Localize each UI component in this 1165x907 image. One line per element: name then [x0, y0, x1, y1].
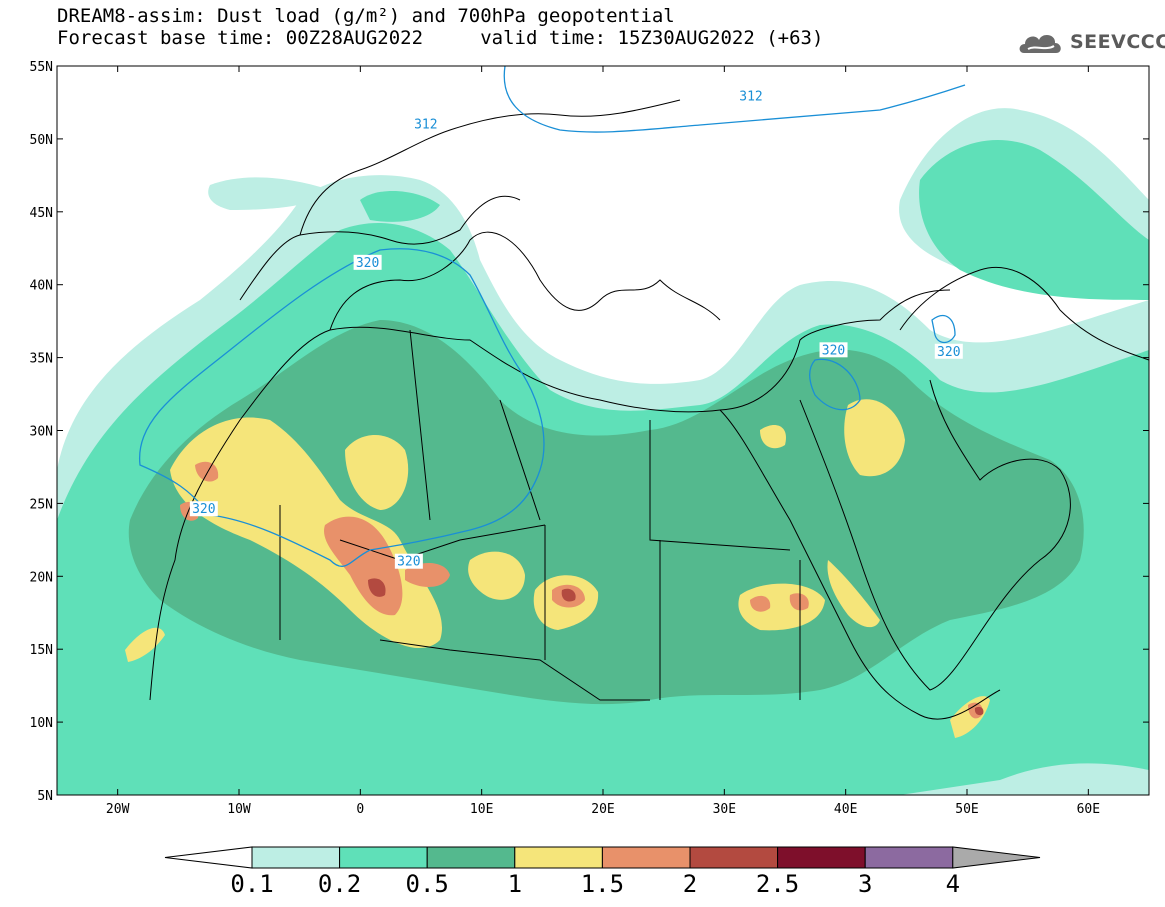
lon-tick-label: 50E	[955, 802, 978, 817]
lat-tick-label: 50N	[30, 133, 53, 148]
contour-label: 320	[356, 256, 379, 271]
lat-tick-label: 55N	[30, 60, 53, 75]
colorbar-swatch	[339, 846, 428, 869]
contour-label: 320	[937, 345, 960, 360]
contour-label-bg	[737, 88, 766, 104]
colorbar-label: 2	[683, 870, 697, 898]
colorbar-label: 3	[858, 870, 872, 898]
dust-layer-2	[368, 578, 984, 716]
contour-label: 312	[739, 90, 762, 105]
colorbar-label: 0.5	[406, 870, 449, 898]
geopotential-contours	[139, 66, 966, 567]
logo-text: SEEVCCC	[1070, 31, 1165, 53]
lat-tick-label: 5N	[37, 789, 53, 804]
lon-tick-label: 60E	[1077, 802, 1100, 817]
colorbar-swatch	[689, 846, 779, 869]
lon-tick-label: 40E	[834, 802, 857, 817]
colorbar-swatch	[514, 846, 603, 869]
lon-tick-label: 20E	[591, 802, 614, 817]
longitude-axis: 20W 10W 0 10E 20E 30E 40E 50E 60E	[106, 66, 1100, 817]
colorbar-swatch	[251, 846, 341, 869]
contour-label: 312	[414, 117, 437, 132]
colorbar-swatch	[864, 846, 954, 869]
lon-tick-label: 30E	[713, 802, 736, 817]
latitude-axis: 55N 50N 45N 40N 35N 30N 25N 20N 15N 10N 5N	[30, 60, 1149, 804]
lat-tick-label: 35N	[30, 352, 53, 367]
lat-tick-label: 20N	[30, 570, 53, 585]
contour-label: 320	[397, 555, 420, 570]
lat-tick-label: 25N	[30, 497, 53, 512]
contour-labels: 312 312 320 320 320 320 320	[189, 88, 963, 570]
lat-tick-label: 10N	[30, 716, 53, 731]
colorbar-under-arrow	[164, 846, 253, 869]
map-title: DREAM8-assim: Dust load (g/m²) and 700hP…	[57, 5, 675, 27]
colorbar-label: 1.5	[581, 870, 624, 898]
seevccc-logo: SEEVCCC	[1016, 26, 1165, 58]
lat-tick-label: 30N	[30, 425, 53, 440]
lon-tick-label: 20W	[106, 802, 130, 817]
colorbar-label: 4	[946, 870, 960, 898]
colorbar-label: 1	[508, 870, 522, 898]
contour-label-bg	[189, 501, 218, 517]
map-subtitle: Forecast base time: 00Z28AUG2022 valid t…	[57, 27, 824, 49]
lon-tick-label: 10W	[227, 802, 251, 817]
colorbar-label: 2.5	[756, 870, 799, 898]
lon-tick-label: 0	[356, 802, 364, 817]
contour-label-bg	[934, 343, 963, 359]
contour-label: 320	[192, 502, 215, 517]
colorbar-over-arrow	[952, 846, 1041, 869]
colorbar-label: 0.2	[318, 870, 361, 898]
cloud-logo-icon	[1019, 34, 1061, 53]
lat-tick-label: 45N	[30, 206, 53, 221]
contour-label-bg	[353, 254, 382, 270]
contour-label: 320	[822, 343, 845, 358]
colorbar-swatch	[601, 846, 691, 869]
lat-tick-label: 15N	[30, 643, 53, 658]
lat-tick-label: 40N	[30, 279, 53, 294]
contour-label-bg	[411, 116, 440, 132]
colorbar-swatch	[426, 846, 516, 869]
colorbar-legend: 0.1 0.2 0.5 1 1.5 2 2.5 3 4	[164, 846, 1041, 898]
plot-area	[57, 66, 1149, 795]
lon-tick-label: 10E	[470, 802, 493, 817]
colorbar-label: 0.1	[230, 870, 273, 898]
contour-label-bg	[819, 342, 848, 358]
contour-label-bg	[394, 553, 423, 569]
colorbar-swatch	[777, 846, 866, 869]
coastlines	[149, 99, 1149, 720]
